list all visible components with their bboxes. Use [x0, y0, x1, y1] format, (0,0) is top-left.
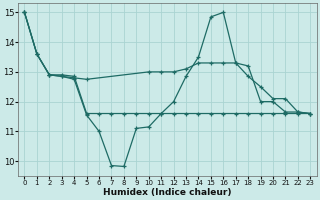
- X-axis label: Humidex (Indice chaleur): Humidex (Indice chaleur): [103, 188, 232, 197]
